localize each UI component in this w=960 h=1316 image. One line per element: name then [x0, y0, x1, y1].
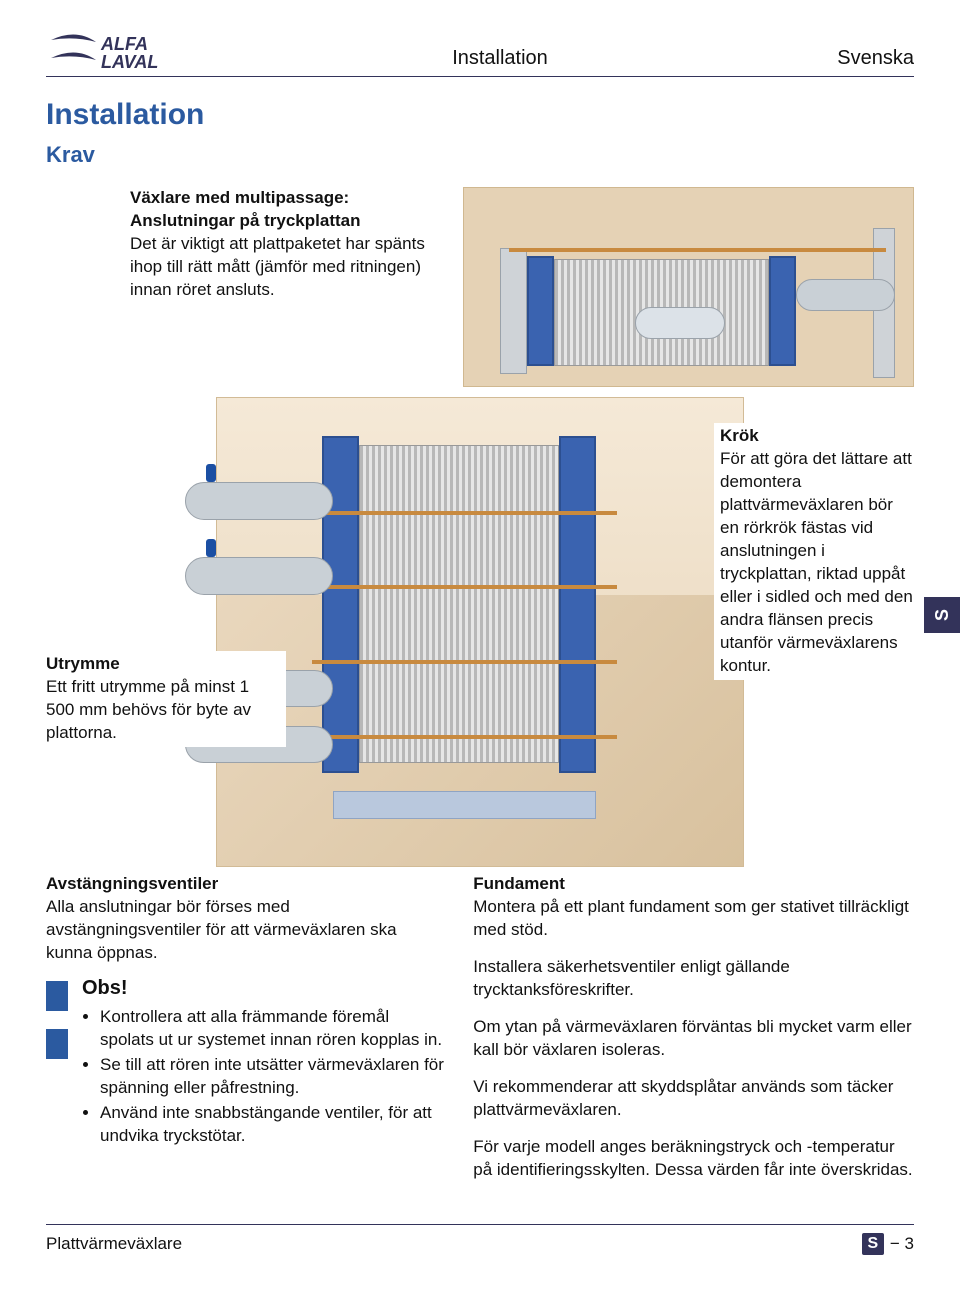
obs-item: Använd inte snabbstängande ventiler, för… [100, 1102, 445, 1148]
svg-text:ALFA: ALFA [100, 34, 148, 54]
page-footer: Plattvärmeväxlare S − 3 [46, 1224, 914, 1256]
footer-left: Plattvärmeväxlare [46, 1233, 862, 1256]
subsection-title: Krav [46, 140, 914, 170]
svg-text:LAVAL: LAVAL [101, 52, 158, 72]
avst-body: Alla anslutningar bör förses med avstäng… [46, 896, 445, 965]
utrymme-block: Utrymme Ett fritt utrymme på minst 1 500… [46, 651, 286, 747]
right-para: Om ytan på värmeväxlaren förväntas bli m… [473, 1016, 914, 1062]
obs-heading: Obs! [82, 975, 445, 1002]
obs-block: Obs! Kontrollera att alla främmande före… [46, 975, 445, 1150]
krok-block: Krök För att göra det lättare att demont… [714, 423, 914, 679]
page-header: ALFA LAVAL Installation Svenska [46, 30, 914, 77]
multipass-title2: Anslutningar på tryckplattan [130, 210, 445, 233]
obs-item: Se till att rören inte utsätter värmeväx… [100, 1054, 445, 1100]
obs-item: Kontrollera att alla främmande föremål s… [100, 1006, 445, 1052]
alfa-laval-logo: ALFA LAVAL [46, 30, 226, 72]
fundament-block: Fundament Montera på ett plant fundament… [473, 873, 914, 942]
multipass-body: Det är viktigt att plattpaketet har spän… [130, 233, 445, 302]
multipass-title1: Växlare med multipassage: [130, 187, 445, 210]
avst-title: Avstängningsventiler [46, 873, 445, 896]
obs-attention-bars [46, 981, 68, 1059]
footer-page: − 3 [890, 1233, 914, 1256]
krok-title: Krök [720, 425, 914, 448]
right-para: Installera säkerhetsventiler enligt gäll… [473, 956, 914, 1002]
right-para: Vi rekommenderar att skyddsplåtar använd… [473, 1076, 914, 1122]
side-index-tab: S [924, 597, 960, 633]
utrymme-body: Ett fritt utrymme på minst 1 500 mm behö… [46, 676, 280, 745]
fundament-body: Montera på ett plant fundament som ger s… [473, 896, 914, 942]
header-center-title: Installation [226, 45, 774, 72]
multipass-block: Växlare med multipassage: Anslutningar p… [46, 187, 445, 387]
header-language: Svenska [774, 45, 914, 72]
section-title: Installation [46, 95, 914, 136]
avstangningsventiler-block: Avstängningsventiler Alla anslutningar b… [46, 873, 445, 965]
fundament-title: Fundament [473, 873, 914, 896]
obs-list: Kontrollera att alla främmande föremål s… [82, 1006, 445, 1148]
figure-multipass [463, 187, 914, 387]
utrymme-title: Utrymme [46, 653, 280, 676]
footer-badge: S [862, 1233, 884, 1255]
figure-main-phe [216, 397, 744, 867]
right-para: För varje modell anges beräkningstryck o… [473, 1136, 914, 1182]
krok-body: För att göra det lättare att demontera p… [720, 448, 914, 677]
